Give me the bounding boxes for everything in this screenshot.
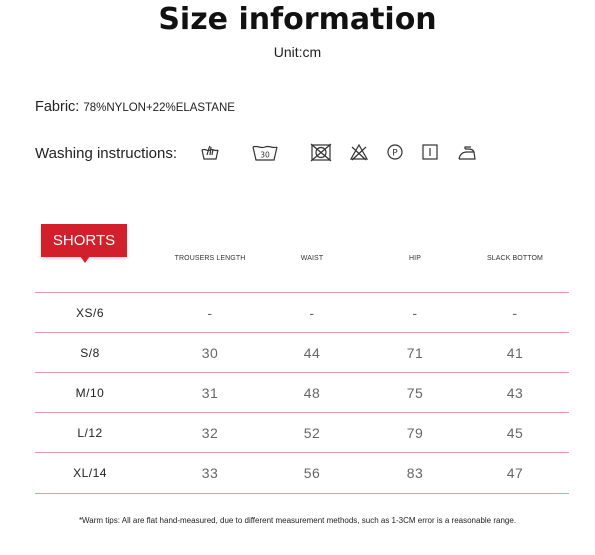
fabric-value: 78%NYLON+22%ELASTANE (83, 102, 235, 114)
unit-label: Unit:cm (273, 44, 322, 60)
shorts-tag-pointer (80, 256, 90, 263)
slack-bottom-value: 47 (506, 465, 524, 481)
dry-clean-p-icon: P (386, 142, 404, 164)
hip-value: 75 (406, 385, 424, 401)
hip-value: 79 (406, 425, 424, 441)
trousers-length-value: - (207, 305, 213, 321)
fabric-info: Fabric: 78%NYLON+22%ELASTANE (35, 98, 235, 115)
trousers-length-value: 32 (201, 425, 219, 441)
waist-value: - (309, 305, 315, 321)
hip-value: 71 (406, 345, 424, 361)
svg-text:P: P (392, 149, 398, 159)
column-header-hip: HIP (409, 255, 421, 262)
waist-value: 44 (303, 345, 321, 361)
trousers-length-value: 31 (201, 385, 219, 401)
table-divider (35, 493, 569, 494)
svg-text:30: 30 (260, 151, 270, 160)
trousers-length-value: 30 (201, 345, 219, 361)
column-header-trousers-length: TROUSERS LENGTH (174, 255, 246, 262)
table-divider (35, 292, 569, 293)
no-bleach-icon (350, 142, 368, 164)
line-dry-icon (421, 142, 439, 164)
warm-tips-note: *Warm tips: All are flat hand-measured, … (78, 516, 517, 525)
fabric-label: Fabric: (35, 99, 80, 115)
hand-wash-icon (200, 142, 220, 164)
hip-value: 83 (406, 465, 424, 481)
wash-30-icon: 30 (251, 142, 279, 164)
column-header-slack-bottom: SLACK BOTTOM (487, 255, 543, 262)
table-divider (35, 372, 569, 373)
slack-bottom-value: 45 (506, 425, 524, 441)
shorts-tag: SHORTS (41, 224, 127, 257)
no-tumble-dry-icon (310, 142, 332, 164)
table-divider (35, 452, 569, 453)
size-label: M/10 (75, 386, 105, 400)
waist-value: 56 (303, 465, 321, 481)
size-label: L/12 (77, 426, 103, 440)
slack-bottom-value: 43 (506, 385, 524, 401)
hip-value: - (412, 305, 418, 321)
column-header-waist: WAIST (300, 255, 324, 262)
page-title: Size information (158, 2, 437, 37)
size-label: XL/14 (73, 466, 107, 480)
trousers-length-value: 33 (201, 465, 219, 481)
size-label: S/8 (80, 346, 100, 360)
waist-value: 48 (303, 385, 321, 401)
slack-bottom-value: 41 (506, 345, 524, 361)
waist-value: 52 (303, 425, 321, 441)
slack-bottom-value: - (512, 305, 518, 321)
iron-low-icon (457, 142, 477, 164)
table-divider (35, 332, 569, 333)
table-divider (35, 412, 569, 413)
washing-instructions-label: Washing instructions: (35, 145, 178, 162)
size-label: XS/6 (75, 306, 104, 320)
